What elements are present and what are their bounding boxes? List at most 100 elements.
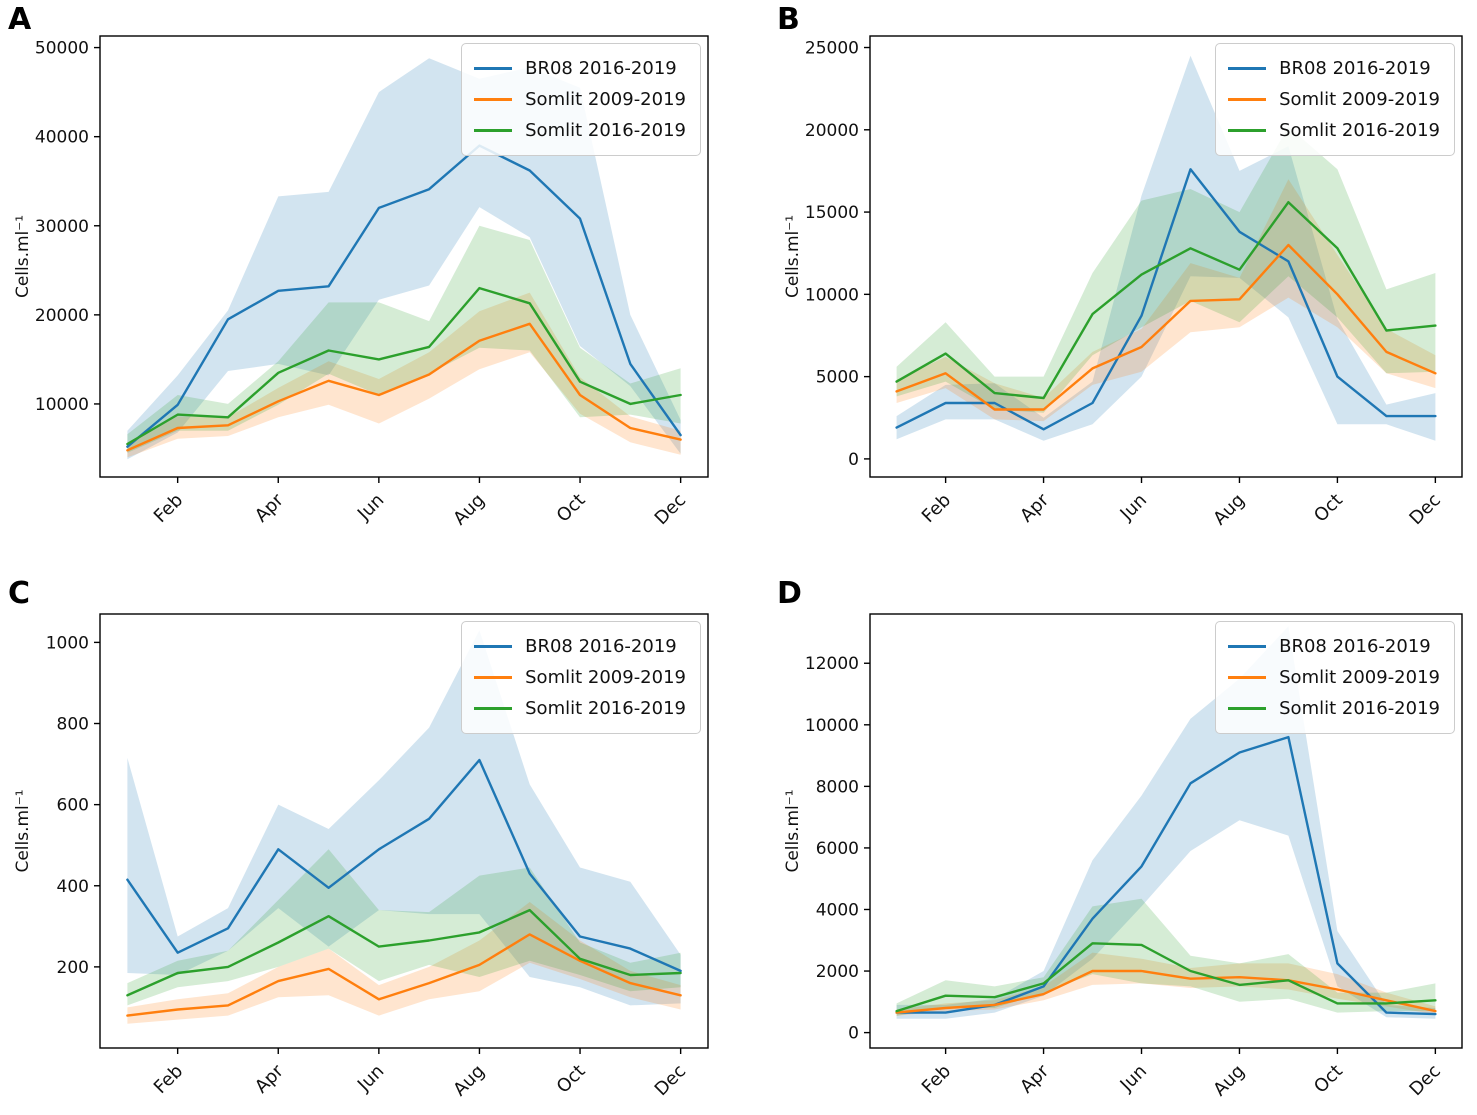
band-D-1 (896, 952, 1436, 1016)
legend-C: BR08 2016-2019 Somlit 2009-2019 Somlit 201… (461, 621, 701, 734)
line-A-0 (126, 144, 682, 448)
legend-line-sample (474, 645, 513, 648)
line-D-2 (895, 942, 1437, 1013)
line-B-2 (895, 201, 1437, 400)
legend-row-D-2: Somlit 2016-2019 (1228, 693, 1440, 724)
x-tick-label: Jun (353, 490, 388, 525)
y-tick-label: 12000 (805, 654, 859, 674)
y-tick-label: 400 (57, 877, 89, 897)
legend-line-sample (474, 707, 513, 710)
y-tick-label: 5000 (816, 368, 859, 388)
y-tick-label: 8000 (816, 777, 859, 797)
y-tick-label: 6000 (816, 839, 859, 859)
plot-B: 0 5000 10000 15000 20000 25000 Feb Apr Jun Aug Oct… (783, 35, 1463, 529)
x-tick-label: Apr (251, 489, 288, 526)
y-tick-label: 10000 (805, 285, 859, 305)
band-A-2 (127, 225, 681, 453)
legend-row-A-0: BR08 2016-2019 (474, 53, 686, 84)
legend-line-sample (1228, 67, 1267, 70)
line-A-2 (126, 286, 682, 446)
band-C-0 (127, 630, 681, 1006)
legend-line-sample (474, 676, 513, 679)
x-tick-label: Feb (150, 1061, 187, 1098)
line-A-1 (126, 322, 682, 452)
legend-label: Somlit 2016-2019 (525, 120, 686, 141)
y-axis-title: Cells.ml⁻¹ (783, 789, 803, 872)
line-C-1 (126, 933, 682, 1017)
y-axis-title: Cells.ml⁻¹ (783, 215, 803, 298)
y-tick-label: 40000 (35, 128, 89, 148)
panel-C: C 200 400 600 800 1000 Feb Apr Jun Aug Oct Dec Cell… (0, 558, 738, 1115)
line-B-1 (895, 243, 1437, 411)
x-tick-label: Dec (651, 490, 690, 529)
axes-box (869, 35, 1463, 478)
y-axis-title: Cells.ml⁻¹ (13, 215, 33, 298)
legend-row-A-2: Somlit 2016-2019 (474, 115, 686, 146)
legend-line-sample (1228, 676, 1267, 679)
y-tick-label: 200 (57, 958, 89, 978)
x-tick-label: Dec (1405, 1061, 1444, 1100)
legend-row-C-0: BR08 2016-2019 (474, 631, 686, 662)
y-tick-label: 25000 (805, 39, 859, 59)
x-tick-label: Oct (1310, 1061, 1347, 1098)
y-axis-title: Cells.ml⁻¹ (13, 789, 33, 872)
y-tick-label: 1000 (46, 633, 89, 653)
x-tick-label: Jun (353, 1061, 388, 1096)
x-tick-label: Aug (449, 490, 489, 530)
panel-D: D 0 2000 4000 6000 8000 10000 12000 Feb Apr Jun Au… (739, 558, 1477, 1115)
y-tick-label: 0 (848, 1024, 859, 1044)
band-B-2 (896, 126, 1436, 413)
legend-line-sample (1228, 98, 1267, 101)
legend-label: Somlit 2009-2019 (525, 667, 686, 688)
y-tick-label: 0 (848, 450, 859, 470)
x-tick-label: Feb (150, 490, 187, 527)
axes-box (99, 613, 709, 1049)
legend-line-sample (474, 129, 513, 132)
legend-line-sample (1228, 707, 1267, 710)
panel-A: A 10000 20000 30000 40000 50000 Feb Apr Jun Aug O… (0, 0, 738, 557)
legend-line-sample (474, 98, 513, 101)
panel-B: B 0 5000 10000 15000 20000 25000 Feb Apr Jun Aug O… (739, 0, 1477, 557)
plot-A: 10000 20000 30000 40000 50000 Feb Apr Jun Aug Oct… (13, 35, 709, 530)
legend-row-D-1: Somlit 2009-2019 (1228, 662, 1440, 693)
x-tick-label: Oct (553, 490, 590, 527)
x-tick-label: Apr (1016, 489, 1053, 526)
x-tick-label: Apr (1016, 1060, 1053, 1097)
legend-label: BR08 2016-2019 (525, 636, 677, 657)
legend-label: Somlit 2009-2019 (1279, 667, 1440, 688)
y-tick-label: 50000 (35, 39, 89, 59)
y-tick-label: 10000 (805, 716, 859, 736)
legend-row-C-2: Somlit 2016-2019 (474, 693, 686, 724)
axes-box (869, 613, 1463, 1049)
legend-row-A-1: Somlit 2009-2019 (474, 84, 686, 115)
legend-D: BR08 2016-2019 Somlit 2009-2019 Somlit 201… (1215, 621, 1455, 734)
panel-label-c: C (8, 576, 31, 611)
axes-box (99, 35, 709, 478)
legend-line-sample (474, 67, 513, 70)
band-B-1 (896, 179, 1436, 422)
legend-label: Somlit 2009-2019 (1279, 89, 1440, 110)
line-C-2 (126, 908, 682, 997)
x-tick-label: Apr (251, 1060, 288, 1097)
band-A-1 (127, 292, 681, 458)
x-tick-label: Feb (918, 1061, 955, 1098)
panel-label-d: D (777, 576, 802, 611)
legend-label: Somlit 2009-2019 (525, 89, 686, 110)
plot-C: 200 400 600 800 1000 Feb Apr Jun Aug Oct Dec Cells.… (13, 613, 709, 1101)
band-A-0 (127, 58, 681, 460)
legend-row-D-0: BR08 2016-2019 (1228, 631, 1440, 662)
y-tick-label: 2000 (816, 962, 859, 982)
y-tick-label: 30000 (35, 217, 89, 237)
legend-row-C-1: Somlit 2009-2019 (474, 662, 686, 693)
y-tick-label: 4000 (816, 900, 859, 920)
x-tick-label: Jun (1116, 1061, 1151, 1096)
y-tick-label: 15000 (805, 203, 859, 223)
y-tick-label: 10000 (35, 395, 89, 415)
x-tick-label: Aug (449, 1061, 489, 1101)
legend-line-sample (1228, 129, 1267, 132)
x-tick-label: Jun (1116, 490, 1151, 525)
legend-label: Somlit 2016-2019 (1279, 120, 1440, 141)
legend-line-sample (1228, 645, 1267, 648)
legend-row-B-1: Somlit 2009-2019 (1228, 84, 1440, 115)
x-tick-label: Oct (1310, 490, 1347, 527)
